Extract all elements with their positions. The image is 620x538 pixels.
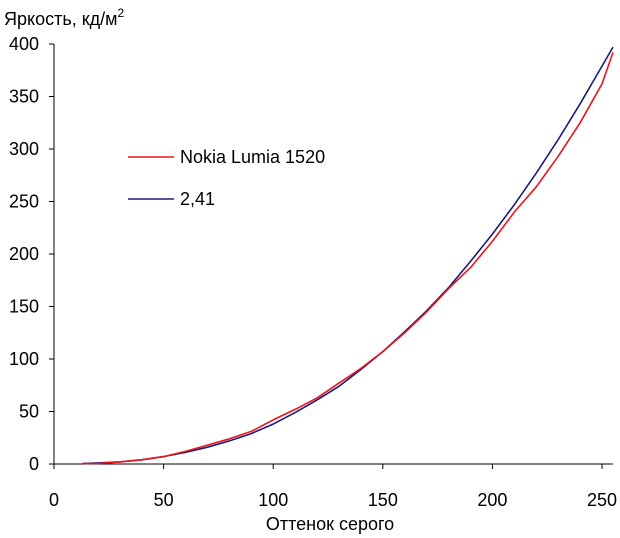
series-line-2-41 (82, 46, 614, 465)
axes (53, 44, 613, 465)
x-tick-label: 250 (587, 490, 617, 510)
x-tick-label: 150 (368, 490, 398, 510)
y-tick-label: 350 (9, 87, 39, 107)
y-tick-label: 400 (9, 34, 39, 54)
series-lines (82, 46, 614, 465)
legend-label: 2,41 (180, 189, 215, 209)
x-tick-label: 50 (154, 490, 174, 510)
y-axis-ticks: 0 50 100 150 200 250 300 350 400 (9, 34, 54, 474)
y-tick-label: 0 (29, 454, 39, 474)
y-tick-label: 100 (9, 349, 39, 369)
y-axis-title-superscript: 2 (117, 6, 124, 20)
x-tick-label: 200 (477, 490, 507, 510)
y-tick-label: 300 (9, 139, 39, 159)
x-tick-label: 0 (49, 490, 59, 510)
y-axis-title-main: Яркость, кд/м (4, 9, 117, 29)
x-axis-ticks: 0 50 100 150 200 250 (49, 464, 617, 510)
x-tick-label: 100 (258, 490, 288, 510)
y-tick-label: 150 (9, 297, 39, 317)
x-axis-title: Оттенок серого (266, 514, 394, 534)
y-axis-title: Яркость, кд/м2 (4, 6, 124, 29)
y-tick-label: 50 (19, 402, 39, 422)
series-line-nokia-lumia-1520 (82, 52, 614, 465)
legend: Nokia Lumia 1520 2,41 (128, 147, 325, 209)
legend-label: Nokia Lumia 1520 (180, 147, 325, 167)
y-tick-label: 250 (9, 192, 39, 212)
y-tick-label: 200 (9, 244, 39, 264)
